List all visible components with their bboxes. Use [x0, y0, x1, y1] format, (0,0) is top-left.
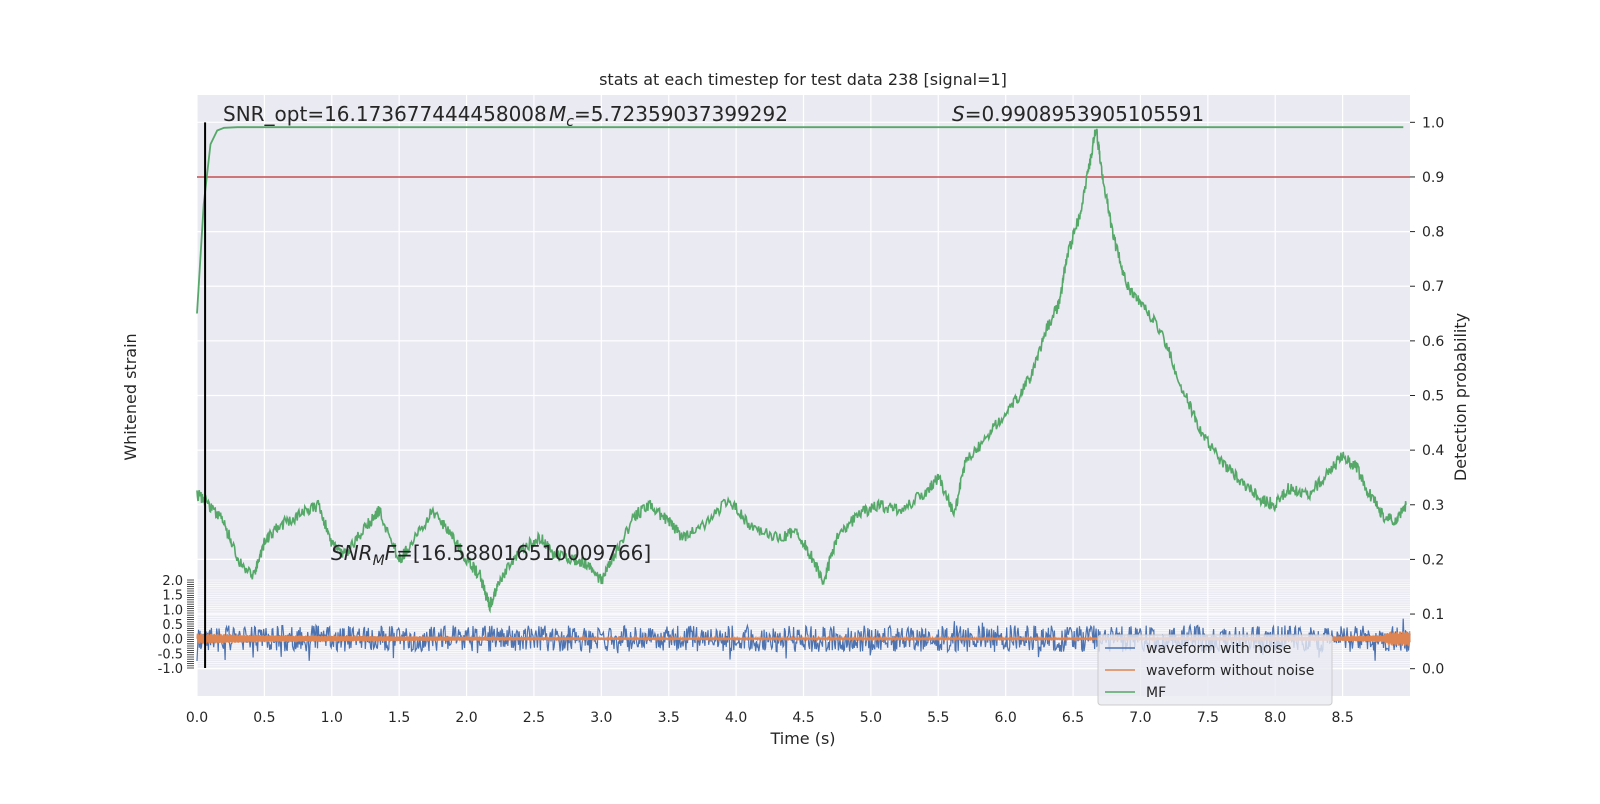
y-left-tick-label: 1.5	[162, 589, 183, 604]
x-tick-label: 7.5	[1197, 710, 1219, 726]
x-tick-label: 6.0	[995, 710, 1017, 726]
y-left-tick-label: 1.0	[162, 603, 183, 618]
y-right-tick-label: 0.1	[1422, 607, 1444, 623]
legend-label-noise: waveform with noise	[1146, 641, 1291, 657]
snr-opt-annotation: SNR_opt=16.173677444458008	[223, 102, 547, 126]
x-tick-label: 3.0	[590, 710, 612, 726]
x-tick-label: 5.5	[927, 710, 949, 726]
x-tick-label: 2.5	[523, 710, 545, 726]
y-right-tick-label: 0.9	[1422, 170, 1444, 186]
s-annotation: S=0.9908953905105591	[952, 102, 1204, 126]
x-tick-label: 0.0	[186, 710, 208, 726]
s-value: =0.9908953905105591	[965, 102, 1204, 126]
snr-mf-value: =[16.588016510009766]	[396, 541, 651, 565]
x-tick-label: 3.5	[658, 710, 680, 726]
x-tick-label: 1.5	[388, 710, 410, 726]
x-tick-label: 4.5	[792, 710, 814, 726]
legend-label-clean: waveform without noise	[1146, 663, 1314, 679]
x-tick-label: 2.0	[455, 710, 477, 726]
snr-mf-prefix: SNR	[331, 541, 373, 565]
y-right-tick-label: 0.8	[1422, 225, 1444, 241]
x-tick-label: 5.0	[860, 710, 882, 726]
x-tick-label: 8.0	[1264, 710, 1286, 726]
y-left-tick-label: -1.0	[158, 662, 183, 677]
y-right-tick-label: 0.7	[1422, 279, 1444, 295]
y-left-tick-label: 0.0	[162, 633, 183, 648]
legend: waveform with noise waveform without noi…	[1097, 634, 1333, 706]
y-left-tick-label: 2.0	[162, 574, 183, 589]
y-right-tick-label: 1.0	[1422, 115, 1444, 131]
y-right-tick-label: 0.2	[1422, 552, 1444, 568]
x-tick-label: 4.0	[725, 710, 747, 726]
y-right-tick-label: 0.0	[1422, 662, 1444, 678]
y-right-tick-label: 0.4	[1422, 443, 1444, 459]
y-left-tick-label: -0.5	[158, 647, 183, 662]
chirp-mass-annotation: Mc=5.72359037399292	[549, 102, 788, 130]
legend-label-mf: MF	[1146, 685, 1166, 701]
x-tick-label: 8.5	[1331, 710, 1353, 726]
y-right-tick-label: 0.5	[1422, 389, 1444, 405]
x-tick-label: 6.5	[1062, 710, 1084, 726]
x-tick-label: 0.5	[253, 710, 275, 726]
s-symbol: S	[952, 102, 965, 126]
y-right-tick-label: 0.3	[1422, 498, 1444, 514]
chirp-mass-value: =5.72359037399292	[574, 102, 788, 126]
x-axis-label: Time (s)	[769, 729, 835, 748]
chirp-mass-symbol: M	[549, 102, 566, 126]
snr-mf-f: F	[385, 541, 397, 565]
y-axis-label-right: Detection probability	[1451, 313, 1470, 481]
snr-mf-subscript: M	[373, 553, 385, 569]
y-axis-label-left: Whitened strain	[121, 333, 140, 460]
legend-box	[1097, 634, 1333, 706]
s-probability-line	[196, 128, 1407, 614]
axes-layer: 0.0 0.5 1.0 1.5 2.0 2.5 3.0 3.5 4.0 4.5 5.0 5.5 6.0 6…	[158, 115, 1445, 726]
plot-area	[196, 95, 1410, 696]
snr-mf-annotation: SNRMF=[16.588016510009766]	[331, 541, 651, 569]
chart-title: stats at each timestep for test data 238…	[599, 70, 1007, 89]
mf-line	[196, 126, 1404, 314]
chirp-mass-subscript: c	[566, 114, 574, 130]
y-left-tick-label: 0.5	[162, 618, 183, 633]
y-right-tick-label: 0.6	[1422, 334, 1444, 350]
x-tick-label: 1.0	[321, 710, 343, 726]
x-tick-label: 7.0	[1129, 710, 1151, 726]
